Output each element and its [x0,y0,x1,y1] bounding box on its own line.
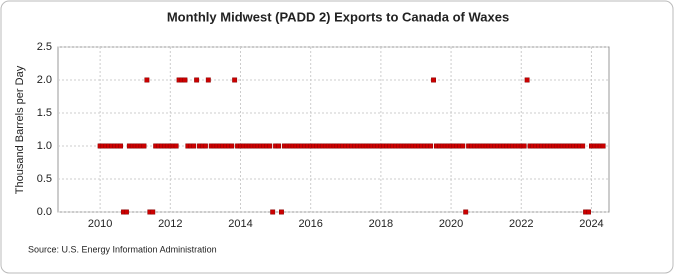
x-tick-label: 2010 [88,218,112,230]
marker [202,143,208,149]
marker [150,209,156,215]
y-tick-label: 0.5 [37,173,52,185]
marker [205,77,211,83]
marker [173,143,179,149]
x-tick-label: 2012 [158,218,182,230]
marker [460,143,466,149]
marker [580,143,586,149]
x-tick-label: 2016 [298,218,322,230]
marker [191,143,197,149]
marker [428,143,434,149]
marker [270,209,276,215]
y-tick-label: 2.5 [37,41,52,53]
marker [276,143,281,149]
marker [144,77,150,83]
marker [600,143,606,149]
marker [141,143,147,149]
marker [524,77,530,83]
y-tick-label: 0.0 [37,206,52,218]
source: Source: U.S. Energy Information Administ… [28,244,217,254]
y-tick-label: 2.0 [37,74,52,86]
marker [463,209,469,215]
marker [267,143,273,149]
y-tick-label: 1.5 [37,107,52,119]
x-tick-label: 2014 [228,218,252,230]
y-axis-label: Thousand Barrels per Day [14,65,26,194]
marker [279,209,284,215]
marker [521,143,527,149]
x-tick-label: 2022 [509,218,533,230]
y-tick-label: 1.0 [37,140,52,152]
marker [194,77,200,83]
marker [586,209,591,215]
marker [232,77,238,83]
marker [229,143,235,149]
marker [431,77,436,83]
x-tick-label: 2024 [579,218,603,230]
marker [182,77,188,83]
x-tick-label: 2018 [369,218,393,230]
marker [123,209,129,215]
marker [118,143,124,149]
x-tick-label: 2020 [439,218,463,230]
chart-title: Monthly Midwest (PADD 2) Exports to Cana… [167,9,509,24]
plot-area [57,46,610,213]
